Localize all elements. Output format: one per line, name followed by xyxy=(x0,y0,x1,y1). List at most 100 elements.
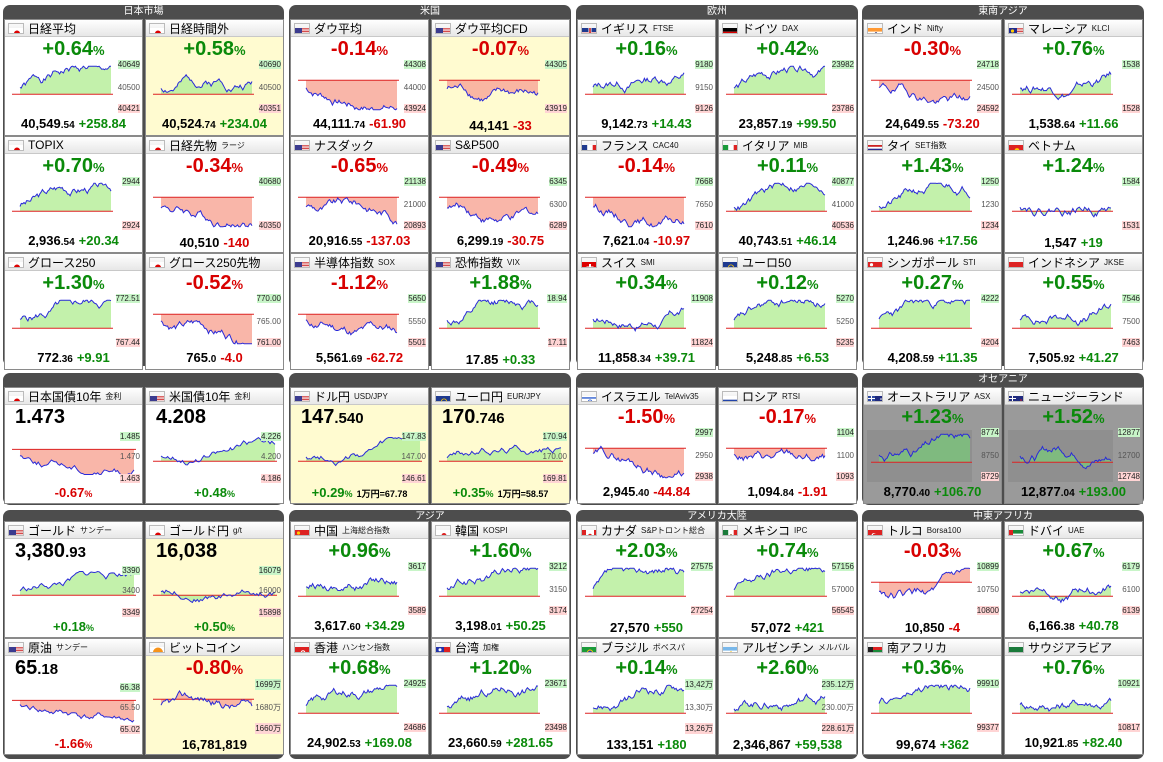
high-label: 3617 xyxy=(408,562,426,571)
market-card[interactable]: 米国債10年 金利 4.226 4.186 4.200 4.208 +0.48% xyxy=(145,387,284,504)
market-card[interactable]: カナダ S&Pトロント総合 27575 27254 +2.03% 27,570 +550 xyxy=(577,521,716,638)
market-card[interactable]: TOPIX 2944 2924 +0.70% 2,936.54 +20.34 xyxy=(4,136,143,253)
high-label: 40649 xyxy=(117,60,140,69)
flag xyxy=(867,139,883,151)
market-card[interactable]: ユーロ50 5270 5235 5250 +0.12% 5,248.85 +6.53 xyxy=(718,253,857,370)
market-card[interactable]: 日経先物 ラージ 40680 40350 -0.34% 40,510 -140 xyxy=(145,136,284,253)
price-change: +46.14 xyxy=(796,233,837,248)
market-card[interactable]: グロース250先物 770.00 761.00 765.00 -0.52% 765.0 -4… xyxy=(145,253,284,370)
price-decimals: .96 xyxy=(919,237,934,248)
market-card[interactable]: インドネシア JKSE 7546 7463 7500 +0.55% 7,505.92 +41.… xyxy=(1004,253,1143,370)
market-card[interactable]: フランス CAC40 7668 7610 7650 -0.14% 7,621.04 -10.9… xyxy=(577,136,716,253)
price-value: 772 xyxy=(37,350,59,365)
low-label: 5235 xyxy=(836,338,854,347)
axis-label: 44000 xyxy=(403,83,426,92)
market-card[interactable]: シンガポール STI 4222 4204 +0.27% 4,208.59 +11.35 xyxy=(863,253,1002,370)
market-card[interactable]: イギリス FTSE 9180 9126 9150 +0.16% 9,142.73 +14.43 xyxy=(577,19,716,136)
market-card[interactable]: アルゼンチン メルバル 235.12万 228.61万 230.00万 +2.60% 2,3… xyxy=(718,638,857,755)
price-line xyxy=(305,577,398,592)
market-card[interactable]: オーストラリア ASX 8774 8729 8750 +1.23% 8,770.40 +106… xyxy=(863,387,1002,504)
market-card[interactable]: イスラエル TelAviv35 2997 2938 2950 -1.50% 2,945.40… xyxy=(577,387,716,504)
market-card[interactable]: ドイツ DAX 23982 23786 +0.42% 23,857.19 +99.50 xyxy=(718,19,857,136)
market-card[interactable]: ブラジル ボベスパ 13,42万 13,26万 13,30万 +0.14% 133,151 +… xyxy=(577,638,716,755)
flag-us-icon xyxy=(295,27,309,33)
flag-cn-icon xyxy=(295,529,309,535)
chart-area xyxy=(593,685,684,714)
market-card[interactable]: 原油 サンデー 66.38 65.02 65.50 65.18 -1.66% xyxy=(4,638,143,755)
market-card[interactable]: イタリア MIB 40877 40536 41000 +0.11% 40,743.51 +46… xyxy=(718,136,857,253)
market-card[interactable]: 台湾 加権 23671 23498 +1.20% 23,660.59 +281.65 xyxy=(431,638,570,755)
price-change: +258.84 xyxy=(78,116,127,131)
market-card[interactable]: 中国 上海総合指数 3617 3589 +0.96% 3,617.60 +34.29 xyxy=(290,521,429,638)
market-card[interactable]: S&P500 6345 6289 6300 -0.49% 6,299.19 -30.75 xyxy=(431,136,570,253)
market-card[interactable]: ビットコイン 1699万 1660万 1680万 -0.80% 16,781,819 xyxy=(145,638,284,755)
market-card[interactable]: グロース250 772.51 767.44 +1.30% 772.36 +9.91 xyxy=(4,253,143,370)
price-row: 40,743.51 +46.14 xyxy=(719,233,856,251)
percent-value: +0.11 xyxy=(756,155,807,177)
price-value: 5,561 xyxy=(315,350,349,365)
high-label: 13,42万 xyxy=(684,679,713,690)
price-line xyxy=(1019,584,1112,604)
percent-value: +0.76 xyxy=(1042,38,1094,60)
card-subname: Borsa100 xyxy=(926,525,962,535)
card-header: ベトナム xyxy=(1005,137,1142,154)
market-card[interactable]: ゴールド円 g/t 16079 15898 16000 16,038 +0.50% xyxy=(145,521,284,638)
high-label: 2997 xyxy=(695,428,713,437)
market-card[interactable]: ダウ平均 44308 43924 44000 -0.14% 44,111.74 -61.90 xyxy=(290,19,429,136)
market-card[interactable]: ドル円 USD/JPY 147.83 146.61 147.00 147.540 +0.29… xyxy=(290,387,429,504)
intraday-chart xyxy=(153,690,254,710)
card-subname: S&Pトロント総合 xyxy=(641,525,706,535)
market-card[interactable]: メキシコ IPC 57156 56545 57000 +0.74% 57,072 +421 xyxy=(718,521,857,638)
chart-area xyxy=(1020,304,1111,329)
intraday-chart xyxy=(153,313,254,345)
low-label: 15898 xyxy=(258,608,281,617)
price-line xyxy=(733,448,826,462)
price-row: 3,617.60 +34.29 xyxy=(291,618,428,636)
market-card[interactable]: トルコ Borsa100 10899 10800 10750 -0.03% 10,850 -4 xyxy=(863,521,1002,638)
percent-unit: % xyxy=(93,277,105,292)
card-subname: SMI xyxy=(640,257,655,267)
market-card[interactable]: ベトナム 1584 1531 +1.24% 1,547 +19 xyxy=(1004,136,1143,253)
market-card[interactable]: 恐怖指数 VIX 18.94 17.11 +1.88% 17.85 +0.33 xyxy=(431,253,570,370)
price-decimals: .04 xyxy=(1060,488,1075,499)
market-card[interactable]: 南アフリカ 99910 99377 +0.36% 99,674 +362 xyxy=(863,638,1002,755)
market-card[interactable]: 韓国 KOSPI 3212 3174 3150 +1.60% 3,198.01 +50.25 xyxy=(431,521,570,638)
intraday-chart xyxy=(726,65,827,95)
market-card[interactable]: ロシア RTSI 1104 1093 1100 -0.17% 1,094.84 -1.91 xyxy=(718,387,857,504)
card-name: S&P500 xyxy=(455,138,500,152)
flag-jp-icon xyxy=(150,144,164,150)
market-card[interactable]: ナスダック 21138 20893 21000 -0.65% 20,916.55 -137.… xyxy=(290,136,429,253)
high-label: 44308 xyxy=(403,60,426,69)
market-card[interactable]: ゴールド サンデー 3390 3349 3400 3,380.93 +0.18% xyxy=(4,521,143,638)
card-name: ナスダック xyxy=(314,138,375,153)
market-card[interactable]: 日経時間外 40690 40351 40500 +0.58% 40,524.74 +234.… xyxy=(145,19,284,136)
card-name: ゴールド xyxy=(28,523,77,538)
market-card[interactable]: マレーシア KLCI 1538 1528 +0.76% 1,538.64 +11.66 xyxy=(1004,19,1143,136)
flag xyxy=(435,22,451,34)
card-subname: サンデー xyxy=(56,642,89,652)
chart-area xyxy=(306,197,397,225)
market-card[interactable]: ニュージーランド 12877 12748 12700 +1.52% 12,877.04 +1… xyxy=(1004,387,1143,504)
card-subname: TelAviv35 xyxy=(664,391,699,401)
percent-unit: % xyxy=(663,411,676,426)
value-int: 147 xyxy=(301,406,335,428)
market-card[interactable]: ユーロ円 EUR/JPY 170.94 169.81 170.00 170.746 +0.3… xyxy=(431,387,570,504)
price-row: 12,877.04 +193.00 xyxy=(1005,484,1142,502)
market-card[interactable]: 日経平均 40649 40421 40500 +0.64% 40,549.54 +258.8… xyxy=(4,19,143,136)
card-header: ドル円 USD/JPY xyxy=(291,388,428,405)
market-card[interactable]: タイ SET指数 1250 1234 1230 +1.43% 1,246.96 +17.56 xyxy=(863,136,1002,253)
market-card[interactable]: 日本国債10年 金利 1.485 1.463 1.470 1.473 -0.67% xyxy=(4,387,143,504)
market-card[interactable]: 半導体指数 SOX 5650 5501 5550 -1.12% 5,561.69 -62.72 xyxy=(290,253,429,370)
market-card[interactable]: ダウ平均CFD 44305 43919 -0.07% 44,141 -33 xyxy=(431,19,570,136)
market-card[interactable]: ドバイ UAE 6179 6139 6100 +0.67% 6,166.38 +40.78 xyxy=(1004,521,1143,638)
price-line xyxy=(446,685,539,709)
market-card[interactable]: インド Nifty 24718 24592 24500 -0.30% 24,649.55 -7… xyxy=(863,19,1002,136)
low-label: 17.11 xyxy=(547,338,567,347)
market-card[interactable]: 香港 ハンセン指数 24925 24686 +0.68% 24,902.53 +169.08 xyxy=(290,638,429,755)
change-percent: +1.60% xyxy=(432,539,569,565)
market-card[interactable]: スイス SMI 11908 11824 +0.34% 11,858.34 +39.71 xyxy=(577,253,716,370)
low-label: 4204 xyxy=(981,338,999,347)
market-card[interactable]: サウジアラビア 10921 10817 +0.76% 10,921.85 +82.40 xyxy=(1004,638,1143,755)
flag xyxy=(722,641,738,653)
